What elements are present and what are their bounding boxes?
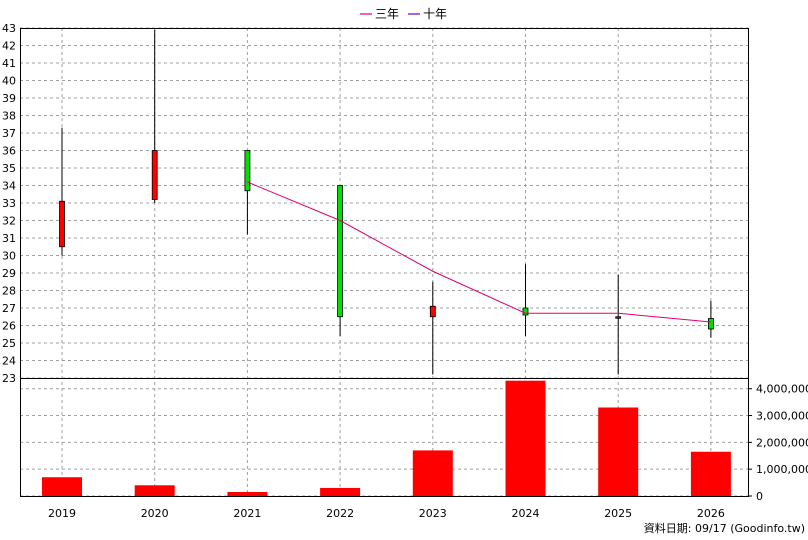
price-tick-label: 37 (2, 127, 16, 140)
volume-bar-2024 (505, 380, 546, 496)
price-tick-label: 42 (2, 40, 16, 53)
year-tick-label: 2024 (512, 507, 540, 520)
volume-bar-2021 (227, 491, 268, 496)
candle-body-2026 (708, 318, 714, 330)
candle-body-2020 (151, 150, 158, 200)
volume-bar-2026 (690, 451, 731, 496)
candle-body-2021 (244, 150, 251, 192)
price-tick-label: 26 (2, 320, 16, 333)
volume-bars (42, 380, 731, 496)
price-tick-label: 38 (2, 110, 16, 123)
candlesticks (59, 29, 714, 375)
price-tick-label: 41 (2, 57, 16, 70)
year-tick-label: 2023 (419, 507, 447, 520)
price-tick-label: 25 (2, 337, 16, 350)
legend-label-1: 十年 (423, 7, 447, 21)
volume-panel-frame (20, 378, 749, 497)
candle-body-2019 (59, 200, 65, 248)
volume-tick-label: 3,000,000 (756, 410, 808, 423)
year-tick-label: 2021 (233, 507, 261, 520)
moving-average-lines (247, 181, 711, 323)
price-tick-label: 36 (2, 145, 16, 158)
three-year-line (247, 181, 711, 323)
volume-tick-label: 1,000,000 (756, 463, 808, 476)
price-tick-label: 24 (2, 355, 16, 368)
volume-bar-2025 (598, 407, 639, 496)
price-tick-label: 35 (2, 162, 16, 175)
data-date-footer: 資料日期: 09/17 (Goodinfo.tw) (644, 521, 805, 535)
candle-body-2024 (522, 307, 529, 316)
price-tick-label: 29 (2, 267, 16, 280)
price-tick-label: 34 (2, 180, 16, 193)
price-tick-label: 30 (2, 250, 16, 263)
volume-bar-2020 (134, 485, 175, 496)
volume-bar-2023 (412, 450, 453, 496)
volume-bar-2022 (320, 487, 361, 496)
volume-bar-2019 (42, 477, 82, 496)
candle-body-2023 (429, 305, 436, 318)
axis-labels: 43 42 41 40 39 38 37 36 35 34 33 32 31 30 29 28 27 26 25 24… (2, 22, 808, 520)
grid-lines (20, 27, 748, 497)
price-tick-label: 39 (2, 92, 16, 105)
volume-tick-label: 2,000,000 (756, 436, 808, 449)
year-tick-label: 2019 (48, 507, 76, 520)
legend: 三年 十年 (360, 7, 447, 21)
year-tick-label: 2022 (326, 507, 354, 520)
year-tick-label: 2026 (697, 507, 725, 520)
price-tick-label: 28 (2, 285, 16, 298)
price-tick-label: 31 (2, 232, 16, 245)
candle-body-2025 (615, 316, 622, 319)
price-tick-label: 40 (2, 75, 16, 88)
price-tick-label: 32 (2, 215, 16, 228)
volume-tick-label: 4,000,000 (756, 383, 808, 396)
volume-tick-label: 0 (756, 490, 763, 503)
year-tick-label: 2020 (141, 507, 169, 520)
price-tick-label: 27 (2, 302, 16, 315)
price-tick-label: 33 (2, 197, 16, 210)
candle-body-2022 (337, 185, 344, 318)
price-tick-label: 23 (2, 372, 16, 385)
legend-label-0: 三年 (375, 7, 399, 21)
year-tick-label: 2025 (604, 507, 632, 520)
price-tick-label: 43 (2, 22, 16, 35)
